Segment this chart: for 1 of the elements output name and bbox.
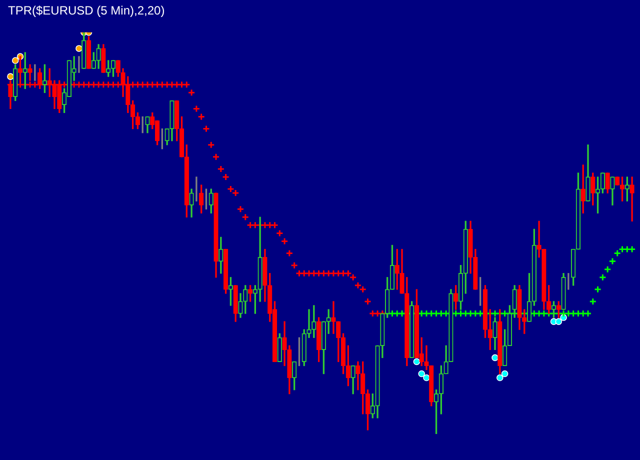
chart-title: TPR($EURUSD (5 Min),2,20) <box>8 4 165 18</box>
